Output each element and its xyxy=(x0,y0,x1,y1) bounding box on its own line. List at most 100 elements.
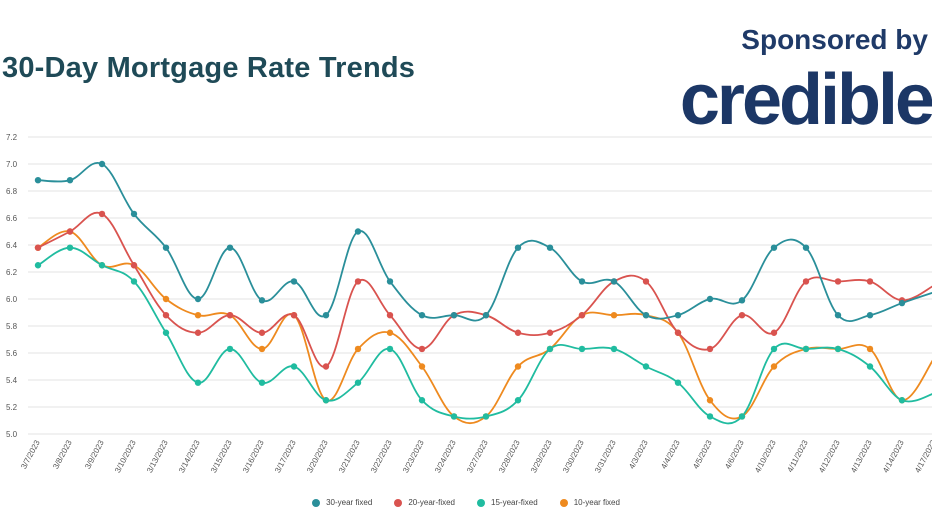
data-point[interactable] xyxy=(802,278,810,285)
data-point[interactable] xyxy=(514,329,522,336)
data-point[interactable] xyxy=(354,345,362,353)
data-point[interactable] xyxy=(802,244,810,251)
data-point[interactable] xyxy=(802,345,810,353)
x-tick-label: 4/17/2023 xyxy=(913,438,932,474)
data-point[interactable] xyxy=(834,312,842,319)
data-point[interactable] xyxy=(386,329,394,336)
data-point[interactable] xyxy=(322,397,330,404)
data-point[interactable] xyxy=(482,312,490,319)
data-point[interactable] xyxy=(258,345,266,353)
data-point[interactable] xyxy=(322,312,330,319)
data-point[interactable] xyxy=(258,329,266,336)
data-point[interactable] xyxy=(706,413,714,420)
data-point[interactable] xyxy=(706,397,714,404)
data-point[interactable] xyxy=(130,278,138,285)
data-point[interactable] xyxy=(546,244,554,251)
data-point[interactable] xyxy=(162,312,170,319)
data-point[interactable] xyxy=(706,345,714,353)
data-point[interactable] xyxy=(674,329,682,336)
data-point[interactable] xyxy=(34,177,42,184)
data-point[interactable] xyxy=(610,312,618,319)
data-point[interactable] xyxy=(162,329,170,336)
legend-item[interactable]: 30-year fixed xyxy=(312,498,372,507)
data-point[interactable] xyxy=(258,297,266,304)
data-point[interactable] xyxy=(866,278,874,285)
legend-item[interactable]: 20-year-fixed xyxy=(394,498,455,507)
data-point[interactable] xyxy=(770,363,778,370)
data-point[interactable] xyxy=(258,379,266,386)
data-point[interactable] xyxy=(770,329,778,336)
data-point[interactable] xyxy=(514,244,522,251)
data-point[interactable] xyxy=(130,210,138,218)
data-point[interactable] xyxy=(162,295,170,303)
data-point[interactable] xyxy=(98,160,106,168)
brand-logo: credible xyxy=(679,60,932,140)
data-point[interactable] xyxy=(66,177,74,184)
data-point[interactable] xyxy=(578,312,586,319)
data-point[interactable] xyxy=(290,278,298,285)
data-point[interactable] xyxy=(482,413,490,420)
data-point[interactable] xyxy=(578,278,586,285)
data-point[interactable] xyxy=(770,345,778,353)
data-point[interactable] xyxy=(322,363,330,370)
data-point[interactable] xyxy=(386,278,394,285)
data-point[interactable] xyxy=(642,312,650,319)
data-point[interactable] xyxy=(386,345,394,353)
data-point[interactable] xyxy=(162,244,170,251)
data-point[interactable] xyxy=(610,278,618,285)
data-point[interactable] xyxy=(738,312,746,319)
data-point[interactable] xyxy=(610,345,618,353)
data-point[interactable] xyxy=(34,262,42,269)
data-point[interactable] xyxy=(354,379,362,386)
data-point[interactable] xyxy=(418,363,426,370)
data-point[interactable] xyxy=(354,278,362,285)
data-point[interactable] xyxy=(514,397,522,404)
legend-item[interactable]: 10-year fixed xyxy=(559,498,620,507)
data-point[interactable] xyxy=(194,312,202,319)
data-point[interactable] xyxy=(674,379,682,386)
data-point[interactable] xyxy=(290,363,298,370)
data-point[interactable] xyxy=(98,262,106,269)
data-point[interactable] xyxy=(770,244,778,251)
data-point[interactable] xyxy=(514,363,522,370)
data-point[interactable] xyxy=(898,397,906,404)
data-point[interactable] xyxy=(674,312,682,319)
data-point[interactable] xyxy=(578,345,586,353)
data-point[interactable] xyxy=(834,345,842,353)
data-point[interactable] xyxy=(226,312,234,319)
data-point[interactable] xyxy=(194,295,202,303)
data-point[interactable] xyxy=(194,379,202,386)
data-point[interactable] xyxy=(418,397,426,404)
data-point[interactable] xyxy=(866,363,874,370)
x-tick-label: 3/28/2023 xyxy=(497,438,522,474)
data-point[interactable] xyxy=(290,312,298,319)
data-point[interactable] xyxy=(546,329,554,336)
data-point[interactable] xyxy=(130,262,138,269)
data-point[interactable] xyxy=(450,413,458,420)
data-point[interactable] xyxy=(66,244,74,251)
data-point[interactable] xyxy=(898,299,906,307)
data-point[interactable] xyxy=(354,228,362,235)
data-point[interactable] xyxy=(738,413,746,420)
data-point[interactable] xyxy=(642,278,650,285)
legend-item[interactable]: 15-year-fixed xyxy=(477,498,538,507)
data-point[interactable] xyxy=(706,295,714,303)
data-point[interactable] xyxy=(546,345,554,353)
data-point[interactable] xyxy=(642,363,650,370)
data-point[interactable] xyxy=(194,329,202,336)
y-tick-label: 6.2 xyxy=(6,268,18,277)
data-point[interactable] xyxy=(866,312,874,319)
data-point[interactable] xyxy=(866,345,874,353)
data-point[interactable] xyxy=(98,210,106,218)
data-point[interactable] xyxy=(738,297,746,304)
data-point[interactable] xyxy=(226,345,234,353)
data-point[interactable] xyxy=(34,244,42,251)
data-point[interactable] xyxy=(450,312,458,319)
data-point[interactable] xyxy=(834,278,842,285)
data-point[interactable] xyxy=(418,345,426,353)
x-tick-label: 4/13/2023 xyxy=(849,438,874,474)
data-point[interactable] xyxy=(66,228,74,235)
data-point[interactable] xyxy=(226,244,234,251)
data-point[interactable] xyxy=(418,312,426,319)
data-point[interactable] xyxy=(386,312,394,319)
